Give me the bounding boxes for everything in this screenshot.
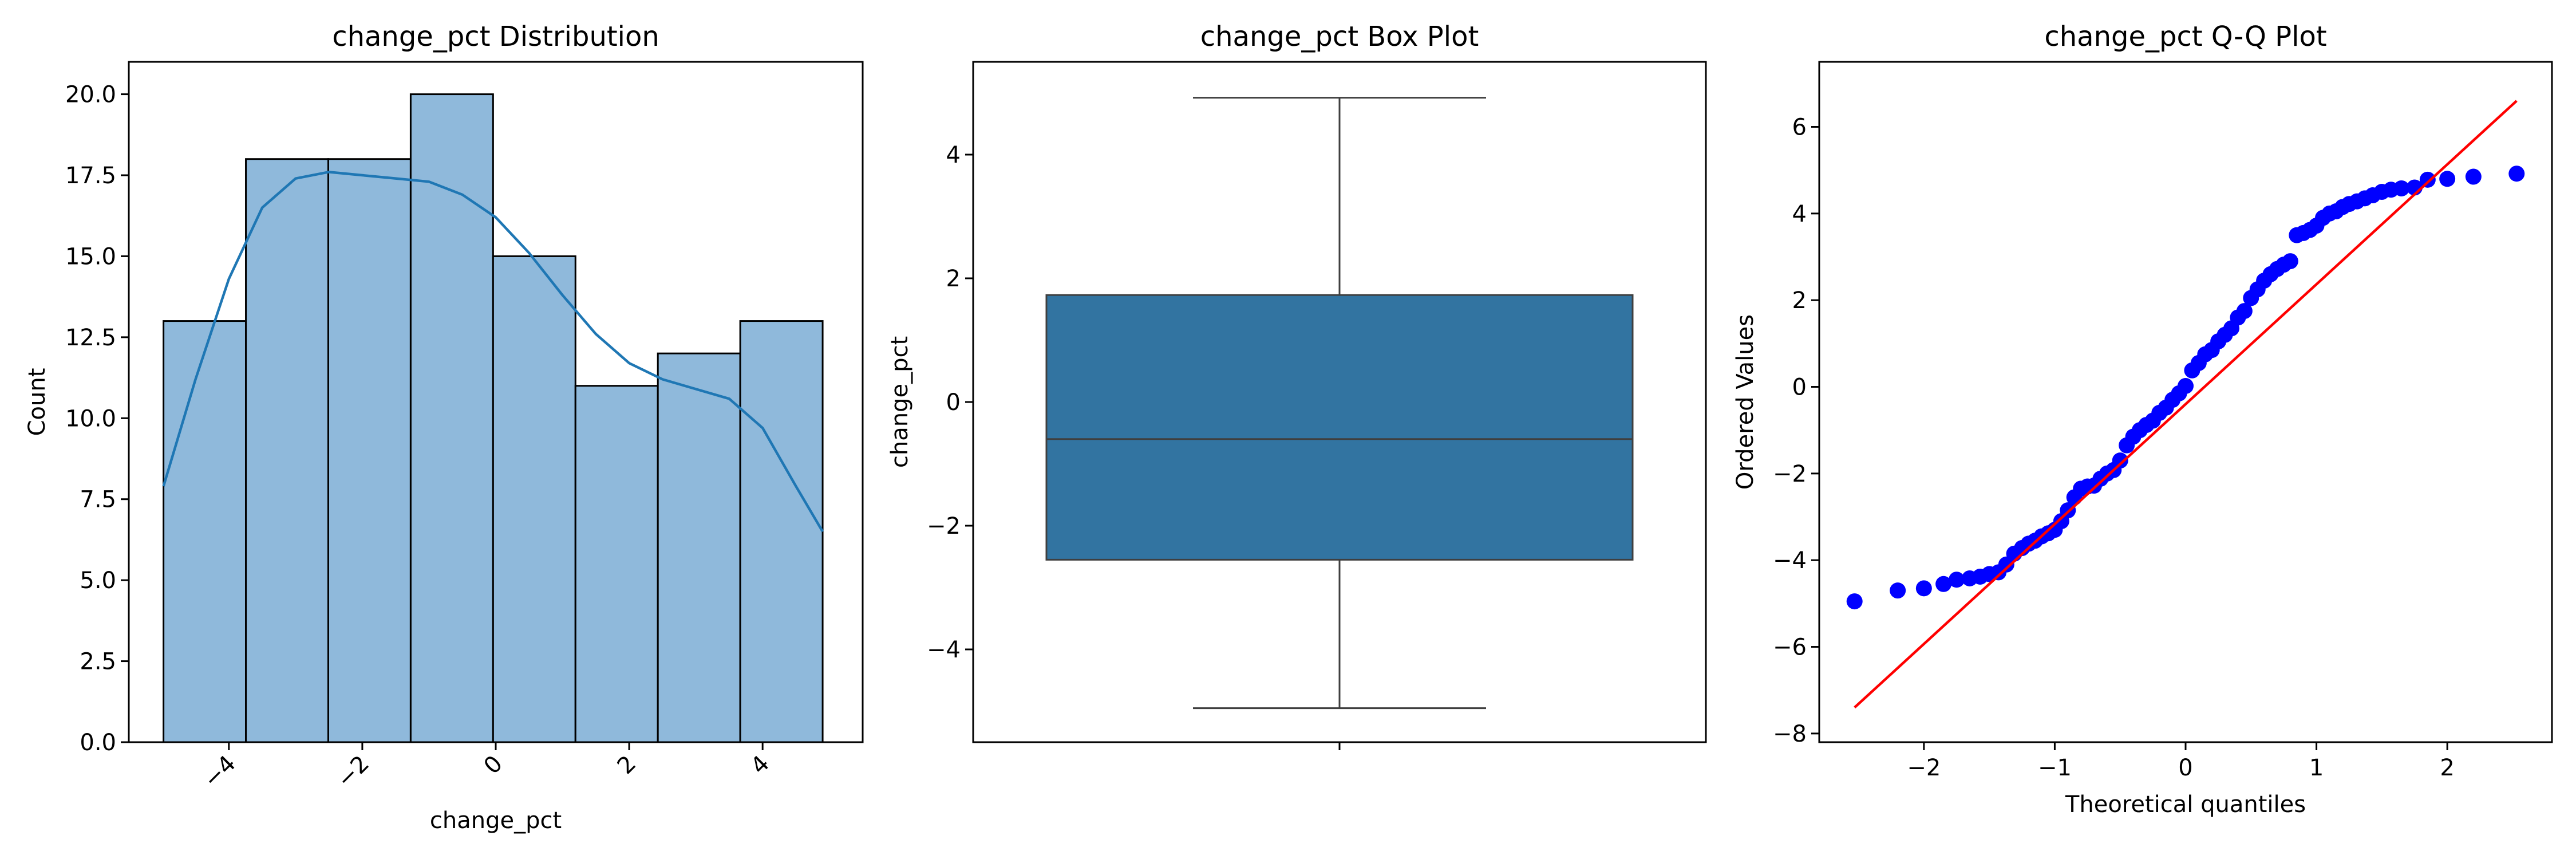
y-tick-label: 0 <box>946 389 961 416</box>
kde-curve <box>162 171 824 533</box>
qq-point <box>2465 168 2482 185</box>
interquartile-box <box>1045 294 1634 561</box>
box-plot-panel: change_pct Box Plot change_pct −4 −2 0 2 4 <box>887 21 1707 750</box>
qq-point <box>1935 576 1952 592</box>
histogram-plot-area <box>162 93 824 743</box>
y-tick-label: 17.5 <box>65 163 116 189</box>
qq-point <box>1915 580 1932 597</box>
y-tick-label: 7.5 <box>80 487 116 513</box>
y-tick-label: 0 <box>1792 375 1807 401</box>
qq-plot-area <box>1846 100 2525 709</box>
histogram-panel: change_pct Distribution change_pct Count… <box>24 21 864 834</box>
y-tick-label: 6 <box>1792 115 1807 141</box>
y-tick-label: 10.0 <box>65 405 116 432</box>
x-tick-label: 1 <box>2309 755 2324 781</box>
histogram-bar <box>574 385 659 743</box>
qq-point <box>2282 253 2298 270</box>
y-tick-label: 2 <box>1792 287 1807 314</box>
qq-plot-panel: change_pct Q-Q Plot Theoretical quantile… <box>1732 21 2553 818</box>
box-plot-ticks: −4 −2 0 2 4 <box>927 142 1341 750</box>
x-tick-label: −2 <box>1907 755 1941 781</box>
histogram-bar <box>163 320 247 743</box>
y-tick-label: −4 <box>927 637 961 663</box>
y-tick-label: 0.0 <box>80 730 116 756</box>
histogram-bar <box>739 320 824 743</box>
qq-plot-x-axis-label: Theoretical quantiles <box>2065 791 2306 818</box>
qq-reference-line <box>1854 100 2518 709</box>
histogram-title: change_pct Distribution <box>332 21 659 53</box>
qq-point <box>2508 166 2525 182</box>
qq-point <box>2112 452 2128 469</box>
y-tick-label: 20.0 <box>65 82 116 108</box>
histogram-bar <box>327 158 412 743</box>
qq-point <box>2419 171 2436 188</box>
y-tick-label: 4 <box>946 142 961 168</box>
box-plot-y-axis-label: change_pct <box>887 336 913 468</box>
box-plot-area <box>1045 97 1634 710</box>
qq-point <box>1890 582 1906 599</box>
qq-point <box>1846 593 1863 610</box>
y-tick-label: 2.5 <box>80 649 116 675</box>
qq-plot-title: change_pct Q-Q Plot <box>2044 21 2326 53</box>
qq-plot-y-axis-label: Ordered Values <box>1732 314 1759 490</box>
histogram-y-axis-label: Count <box>24 368 50 436</box>
x-tick-label: 2 <box>2440 755 2454 781</box>
histogram-bar <box>409 93 494 743</box>
qq-point <box>2393 180 2410 196</box>
y-tick-label: 15.0 <box>65 243 116 270</box>
x-tick-label: 0 <box>2178 755 2192 781</box>
y-tick-label: 2 <box>946 266 961 292</box>
y-tick-label: 5.0 <box>80 568 116 594</box>
qq-point <box>1949 572 1965 588</box>
y-tick-label: −4 <box>1773 547 1807 574</box>
y-tick-label: 12.5 <box>65 325 116 351</box>
box-plot-title: change_pct Box Plot <box>1200 21 1479 53</box>
qq-point <box>2178 378 2194 395</box>
y-tick-label: −8 <box>1773 721 1807 747</box>
histogram-x-axis-label: change_pct <box>430 807 562 834</box>
qq-point <box>2439 171 2456 187</box>
qq-plot-ticks: −2 −1 0 1 2 −8 −6 −4 −2 0 2 4 6 <box>1773 115 2455 781</box>
histogram-bar <box>492 255 576 743</box>
y-tick-label: −2 <box>1773 461 1807 487</box>
histogram-bar <box>657 352 741 743</box>
y-tick-label: −2 <box>927 513 961 539</box>
qq-point <box>2236 303 2253 320</box>
histogram-bar <box>245 158 329 743</box>
y-tick-label: 4 <box>1792 201 1807 227</box>
y-tick-label: −6 <box>1773 635 1807 661</box>
x-tick-label: −1 <box>2038 755 2072 781</box>
